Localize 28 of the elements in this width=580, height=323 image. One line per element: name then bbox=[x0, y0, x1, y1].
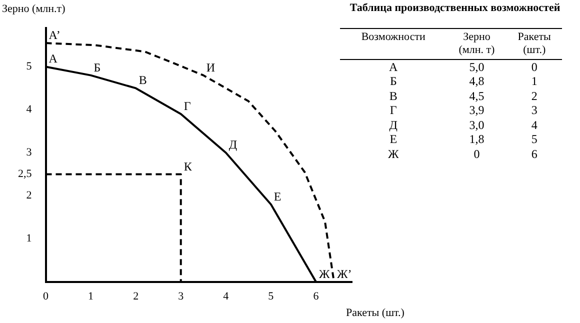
x-tick-label: 1 bbox=[88, 290, 94, 302]
x-tick-label: 0 bbox=[43, 290, 49, 302]
y-tick-label: 2 bbox=[26, 190, 32, 202]
y-tick-label: 4 bbox=[26, 104, 32, 116]
x-tick-label: 4 bbox=[223, 290, 230, 302]
annotation: К bbox=[184, 159, 193, 174]
annotation: А bbox=[48, 52, 58, 66]
annotation: В bbox=[138, 73, 147, 88]
annotation: Ж bbox=[318, 266, 330, 281]
text: Таблица производственных возможностей bbox=[348, 2, 562, 14]
annotation: Ж’ bbox=[336, 266, 352, 281]
annotation: Д bbox=[228, 138, 238, 152]
y-tick-label: 1 bbox=[26, 232, 32, 245]
x-tick-label: 6 bbox=[313, 290, 320, 302]
x-tick-label: 3 bbox=[178, 290, 184, 302]
x-axis-title: Ракеты (шт.) bbox=[346, 307, 405, 319]
annotation: Б bbox=[94, 60, 101, 74]
possibilities-table: Возможности Зерно (млн. т) Ракеты (шт.) А 5,0 0 Б 4,8 1 В 4,5 2 Г 3,9 3 Д 3,0 4 Е 1,8 5 Ж 0 6 bbox=[340, 28, 562, 162]
annotation: Г bbox=[184, 99, 191, 114]
x-tick-label: 2 bbox=[133, 290, 139, 302]
annotation: И bbox=[206, 60, 216, 74]
y-axis-title: Зерно (млн.т) bbox=[2, 3, 66, 15]
annotation: А’ bbox=[48, 28, 60, 42]
annotation: Е bbox=[274, 189, 282, 204]
x-tick-label: 5 bbox=[268, 290, 274, 302]
y-tick-label: 2,5 bbox=[18, 168, 32, 180]
y-tick-label: 5 bbox=[26, 60, 32, 73]
y-tick-label: 3 bbox=[26, 146, 32, 159]
